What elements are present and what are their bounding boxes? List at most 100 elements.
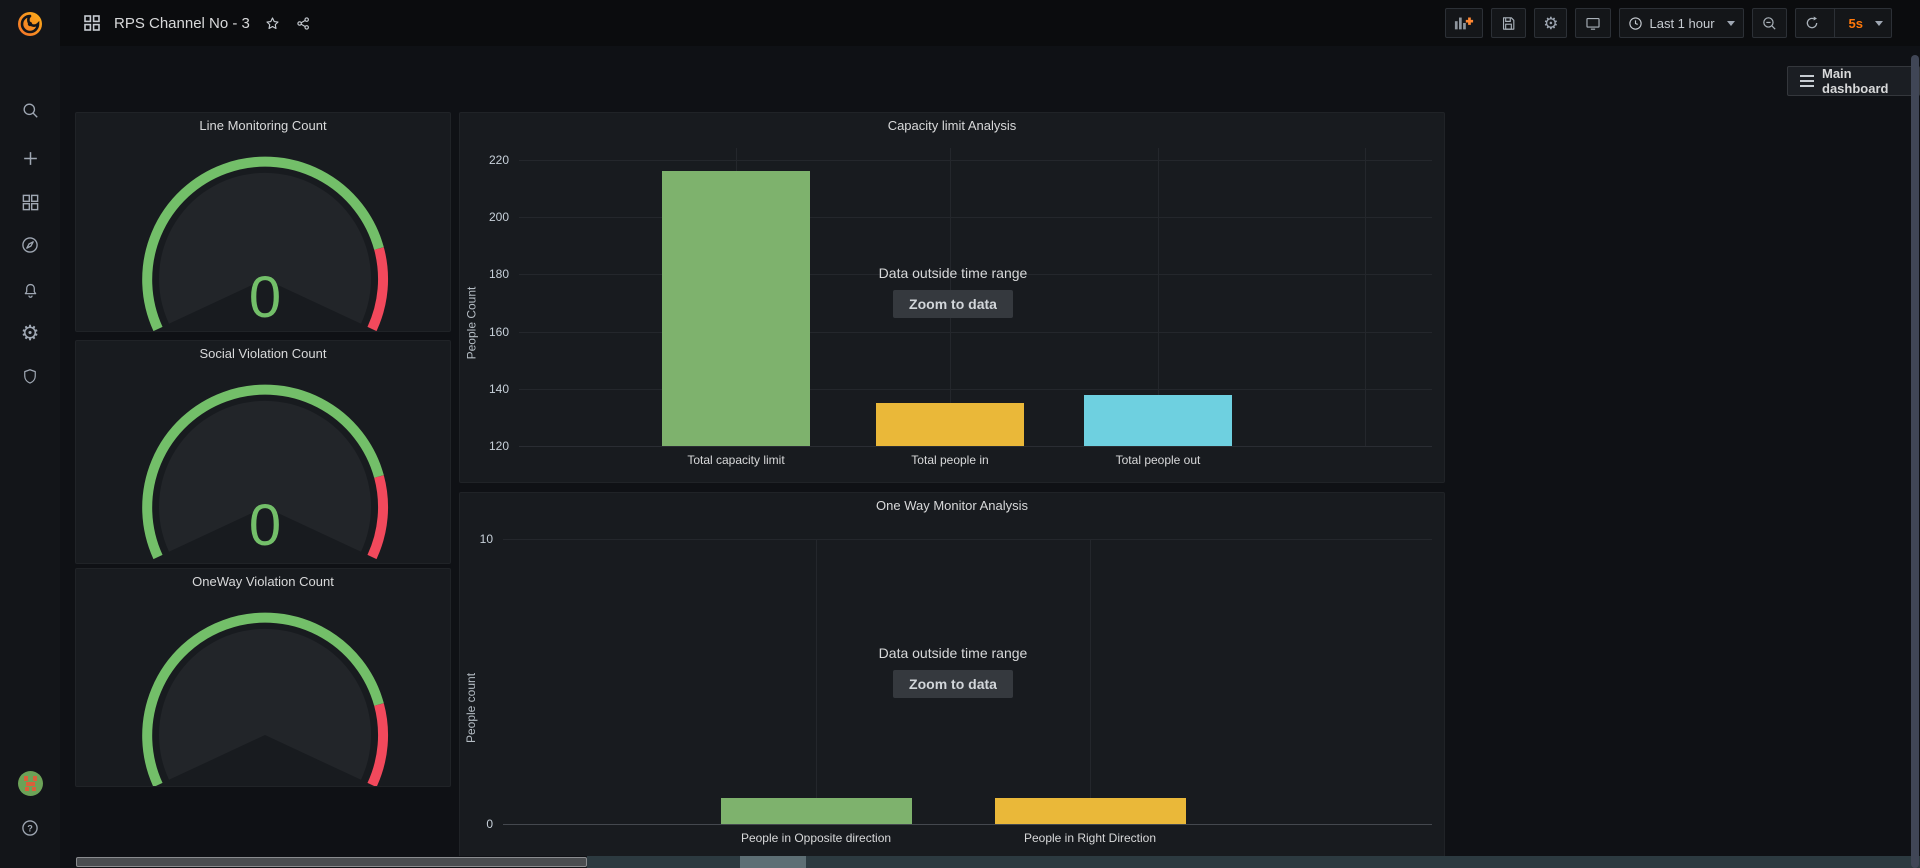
top-navbar: RPS Channel No - 3 ⚙ Last 1 bbox=[60, 0, 1920, 46]
h-gridline bbox=[519, 274, 1432, 276]
x-category-label: Total capacity limit bbox=[687, 453, 785, 467]
shield-icon bbox=[24, 368, 36, 384]
avatar bbox=[17, 770, 43, 796]
bar bbox=[1084, 395, 1232, 446]
y-tick-label: 160 bbox=[488, 324, 509, 339]
y-tick-label: 10 bbox=[479, 532, 493, 546]
data-outside-range-overlay: Data outside time range Zoom to data bbox=[803, 265, 1103, 318]
next-row-panel-edge bbox=[587, 856, 1920, 868]
bar bbox=[994, 798, 1186, 824]
sidebar-item-alerting[interactable] bbox=[0, 270, 60, 310]
refresh-interval-label[interactable]: 5s bbox=[1848, 15, 1863, 31]
gear-icon: ⚙ bbox=[20, 321, 40, 345]
gauge-value: 0 bbox=[249, 265, 281, 330]
panel-title[interactable]: One Way Monitor Analysis bbox=[876, 498, 1028, 513]
panel-title[interactable]: OneWay Violation Count bbox=[192, 574, 334, 589]
save-icon bbox=[1503, 16, 1515, 30]
v-gridline bbox=[1158, 148, 1159, 446]
bar bbox=[876, 403, 1024, 446]
apps-grid-icon[interactable] bbox=[84, 15, 100, 31]
v-gridline bbox=[816, 539, 817, 824]
plus-icon bbox=[23, 151, 37, 165]
sidebar-item-search[interactable] bbox=[0, 90, 60, 130]
y-tick-label: 180 bbox=[488, 267, 509, 282]
share-icon[interactable] bbox=[295, 15, 312, 32]
next-row-panel-edge-highlight bbox=[740, 856, 806, 868]
time-range-picker[interactable]: Last 1 hour bbox=[1619, 8, 1744, 38]
add-panel-button[interactable] bbox=[1445, 8, 1484, 38]
compass-icon bbox=[22, 237, 38, 253]
gear-icon: ⚙ bbox=[1543, 13, 1559, 33]
x-category-label: People in Opposite direction bbox=[740, 831, 892, 845]
sidebar-item-server-admin[interactable] bbox=[0, 356, 60, 396]
panel-title[interactable]: Capacity limit Analysis bbox=[887, 118, 1017, 133]
x-category-label: Total people in bbox=[911, 453, 989, 467]
chevron-down-icon bbox=[1726, 20, 1735, 26]
save-dashboard-button[interactable] bbox=[1491, 8, 1527, 38]
add-panel-icon bbox=[1455, 17, 1474, 30]
divider bbox=[1833, 9, 1835, 37]
clock-icon bbox=[1629, 16, 1643, 30]
v-gridline bbox=[1365, 148, 1366, 446]
search-icon bbox=[22, 102, 38, 118]
data-outside-range-overlay: Data outside time range Zoom to data bbox=[803, 645, 1103, 698]
bar bbox=[662, 171, 810, 446]
panel-title[interactable]: Line Monitoring Count bbox=[199, 118, 327, 133]
overlay-message: Data outside time range bbox=[878, 265, 1028, 281]
y-axis-label: People count bbox=[464, 672, 478, 743]
chevron-down-icon[interactable] bbox=[1875, 20, 1883, 26]
panel-title[interactable]: Social Violation Count bbox=[199, 346, 327, 361]
sidebar-item-explore[interactable] bbox=[0, 225, 60, 265]
monitor-icon bbox=[1586, 17, 1601, 30]
bell-icon bbox=[24, 283, 36, 298]
bar-chart-plot: 0 10 People in Opposite direction People in… bbox=[460, 519, 1444, 867]
sidebar-item-create[interactable] bbox=[0, 138, 60, 178]
panel-one-way-monitor-analysis: One Way Monitor Analysis 0 10 People in Op… bbox=[459, 492, 1445, 868]
svg-text:?: ? bbox=[27, 823, 33, 833]
side-menu: ⚙ ? bbox=[0, 0, 60, 868]
x-axis-line bbox=[503, 824, 1432, 825]
y-tick-label: 120 bbox=[488, 439, 509, 453]
sidebar-item-help[interactable]: ? bbox=[0, 808, 60, 848]
grafana-logo[interactable] bbox=[0, 4, 60, 44]
zoom-out-icon bbox=[1762, 16, 1776, 30]
main-dashboard-button[interactable]: Main dashboard bbox=[1787, 66, 1920, 96]
y-tick-label: 0 bbox=[486, 817, 493, 831]
gauge: 0 bbox=[142, 384, 389, 560]
panel-line-monitoring-count: Line Monitoring Count 0 bbox=[75, 112, 451, 332]
h-gridline bbox=[503, 539, 1432, 540]
bottom-edge-strip bbox=[60, 856, 1920, 868]
main-dashboard-label: Main dashboard bbox=[1822, 66, 1889, 96]
zoom-out-time-button[interactable] bbox=[1751, 8, 1787, 38]
zoom-to-data-button[interactable]: Zoom to data bbox=[893, 670, 1013, 698]
time-range-label: Last 1 hour bbox=[1649, 15, 1715, 31]
bar bbox=[720, 798, 912, 824]
star-icon[interactable] bbox=[264, 15, 281, 32]
hamburger-icon bbox=[1800, 75, 1814, 87]
dashboard-title[interactable]: RPS Channel No - 3 bbox=[114, 14, 250, 32]
dashboards-grid-icon bbox=[22, 194, 38, 210]
overlay-message: Data outside time range bbox=[878, 645, 1028, 661]
refresh-icon[interactable] bbox=[1796, 9, 1828, 37]
y-tick-label: 140 bbox=[488, 381, 509, 396]
dashboard-settings-button[interactable]: ⚙ bbox=[1534, 8, 1568, 38]
zoom-to-data-button[interactable]: Zoom to data bbox=[893, 290, 1013, 318]
h-gridline bbox=[519, 388, 1432, 390]
h-gridline bbox=[519, 217, 1432, 219]
user-avatar[interactable] bbox=[0, 763, 60, 803]
x-category-label: Total people out bbox=[1115, 453, 1201, 467]
horizontal-scrollbar[interactable] bbox=[76, 857, 587, 867]
panel-social-violation-count: Social Violation Count 0 bbox=[75, 340, 451, 564]
sidebar-item-configuration[interactable]: ⚙ bbox=[0, 313, 60, 353]
panel-capacity-limit-analysis: Capacity limit Analysis 120 140 160 180 200 2… bbox=[459, 112, 1445, 483]
panel-oneway-violation-count: OneWay Violation Count bbox=[75, 568, 451, 787]
v-gridline bbox=[1090, 539, 1091, 824]
tv-mode-button[interactable] bbox=[1575, 8, 1612, 38]
refresh-picker[interactable]: 5s bbox=[1794, 8, 1892, 38]
sidebar-item-dashboards[interactable] bbox=[0, 182, 60, 222]
y-tick-label: 220 bbox=[488, 152, 509, 167]
h-gridline bbox=[519, 331, 1432, 333]
vertical-scrollbar[interactable] bbox=[1911, 55, 1919, 868]
gauge bbox=[142, 612, 389, 786]
